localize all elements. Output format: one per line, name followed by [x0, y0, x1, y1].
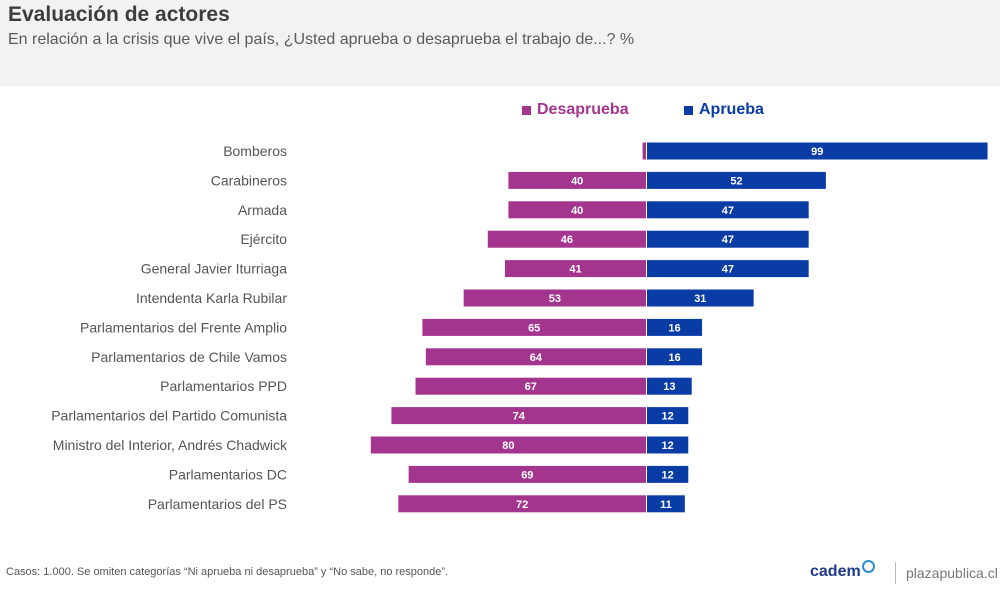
category-label: Parlamentarios PPD	[160, 378, 287, 394]
bar-approve-label: 16	[668, 322, 680, 334]
bar-disapprove-label: 40	[571, 205, 583, 217]
category-label: Parlamentarios DC	[169, 466, 287, 482]
bar-disapprove	[508, 201, 646, 219]
bar-approve	[647, 260, 809, 278]
bar-approve	[647, 201, 809, 219]
bar-approve	[647, 407, 689, 425]
bar-approve-label: 99	[811, 146, 823, 158]
bar-disapprove	[504, 260, 646, 278]
category-label: Carabineros	[211, 172, 287, 188]
cadem-logo: cadem	[810, 559, 875, 581]
legend-disapprove: Desaprueba	[522, 101, 629, 119]
bar-approve	[647, 377, 692, 395]
bar-approve	[647, 495, 685, 513]
bar-approve-label: 31	[694, 293, 706, 305]
bar-disapprove	[642, 142, 646, 160]
bar-approve-label: 12	[662, 440, 674, 452]
bar-approve	[647, 142, 988, 160]
bar-disapprove-label: 67	[525, 381, 537, 393]
bar-disapprove-label: 53	[549, 293, 561, 305]
chart-title: Evaluación de actores	[8, 3, 230, 26]
bar-approve-label: 12	[662, 469, 674, 481]
bar-disapprove-label: 46	[561, 234, 573, 246]
bar-disapprove-label: 72	[516, 499, 528, 511]
category-label: Intendenta Karla Rubilar	[136, 290, 287, 306]
category-label: Parlamentarios de Chile Vamos	[91, 349, 287, 365]
bar-disapprove-label: 65	[528, 322, 540, 334]
legend-disapprove-swatch	[522, 105, 531, 115]
legend-approve-swatch	[684, 105, 693, 115]
bar-approve	[647, 289, 754, 307]
chart-subtitle: En relación a la crisis que vive el país…	[8, 31, 635, 48]
bar-approve-label: 47	[722, 205, 734, 217]
bar-disapprove	[487, 230, 646, 248]
category-label: Parlamentarios del Frente Amplio	[80, 319, 287, 335]
bar-disapprove	[425, 348, 646, 366]
cadem-logo-text: cadem	[810, 563, 861, 580]
bar-disapprove-label: 40	[571, 175, 583, 187]
bar-approve	[647, 465, 689, 483]
bar-disapprove	[391, 407, 646, 425]
bar-disapprove	[370, 436, 646, 454]
bar-approve-label: 16	[668, 352, 680, 364]
legend-disapprove-label: Desaprueba	[537, 101, 629, 118]
logo-dot-icon	[861, 559, 875, 573]
bar-disapprove	[508, 171, 646, 189]
bar-approve-label: 11	[660, 499, 672, 511]
bar-disapprove-label: 69	[521, 469, 533, 481]
bar-disapprove	[463, 289, 646, 307]
legend-approve-label: Aprueba	[699, 101, 764, 118]
bar-disapprove	[408, 465, 646, 483]
category-label: General Javier Iturriaga	[141, 261, 288, 277]
bar-approve	[647, 436, 689, 454]
bar-approve	[647, 230, 809, 248]
category-label: Ejército	[240, 231, 287, 247]
category-label: Bomberos	[223, 143, 287, 159]
bar-approve-label: 13	[663, 381, 675, 393]
category-label: Parlamentarios del PS	[148, 496, 287, 512]
bar-disapprove	[398, 495, 646, 513]
bar-disapprove-label: 74	[513, 411, 526, 423]
bar-disapprove-label: 80	[502, 440, 514, 452]
category-label: Armada	[238, 202, 287, 218]
bar-disapprove-label: 64	[530, 352, 543, 364]
bar-approve-label: 47	[722, 264, 734, 276]
legend-approve: Aprueba	[684, 101, 764, 119]
footnote: Casos: 1.000. Se omiten categorías “Ni a…	[6, 566, 449, 578]
bar-approve	[647, 171, 826, 189]
category-label: Ministro del Interior, Andrés Chadwick	[53, 437, 288, 453]
bar-disapprove	[415, 377, 646, 395]
footer-divider	[895, 562, 896, 584]
bar-disapprove-label: 41	[569, 264, 581, 276]
bar-approve	[647, 348, 703, 366]
bar-approve	[647, 318, 703, 336]
bar-approve-label: 47	[722, 234, 734, 246]
category-label: Parlamentarios del Partido Comunista	[51, 408, 287, 424]
bar-disapprove	[422, 318, 646, 336]
bar-approve-label: 52	[730, 175, 742, 187]
bar-approve-label: 12	[662, 411, 674, 423]
header-panel: Evaluación de actores En relación a la c…	[0, 0, 1000, 86]
site-name: plazapublica.cl	[906, 565, 998, 581]
